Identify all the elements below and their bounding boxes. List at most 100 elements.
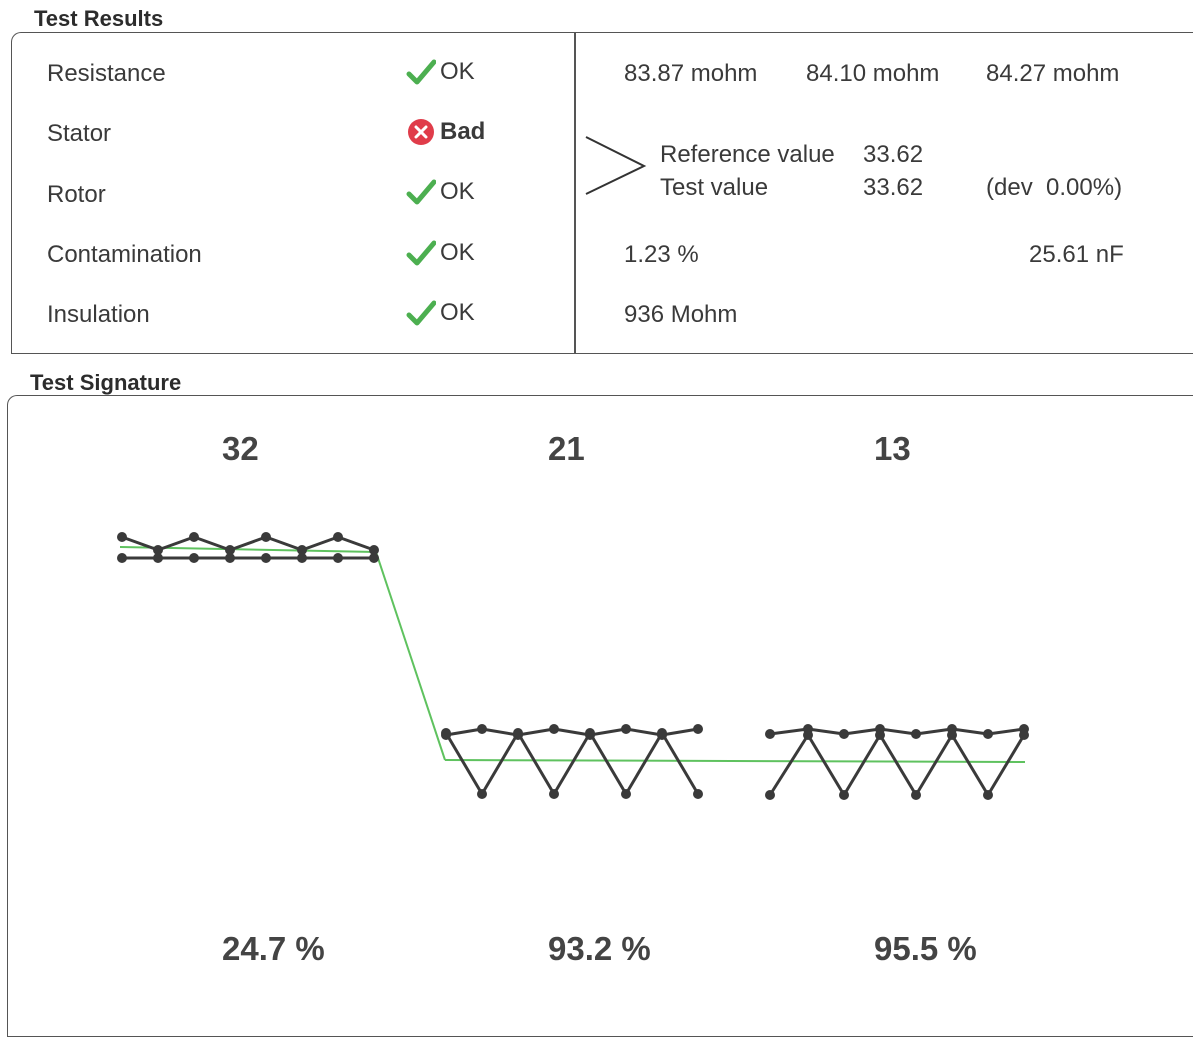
signature-trace-3-upper-point [983, 729, 993, 739]
signature-trace-2-lower-point [585, 728, 595, 738]
signature-trace-1-lower-point [189, 553, 199, 563]
reference-value: 33.62 [863, 141, 924, 168]
signature-trace-2-upper-point [693, 724, 703, 734]
contamination-percent: 1.23 % [624, 241, 699, 268]
signature-trace-1-upper-segment [265, 535, 303, 552]
row-name-resistance: Resistance [47, 60, 166, 87]
signature-trace-3-lower-segment [768, 734, 810, 796]
signature-trace-3-lower-point [947, 730, 957, 740]
signature-trace-2-upper-segment [445, 727, 483, 737]
signature-trace-3-lower-segment [986, 734, 1026, 796]
signature-trace-2-lower-point [693, 789, 703, 799]
resistance-value-3: 84.27 mohm [986, 60, 1120, 87]
signature-trace-2-lower-segment [480, 732, 520, 795]
signature-trace-1-lower-point [117, 553, 127, 563]
signature-trace-3-upper-segment [843, 727, 881, 736]
signature-trace-2-upper-point [549, 724, 559, 734]
signature-trace-chart [117, 532, 1029, 800]
status-insulation: OK [406, 299, 475, 327]
signature-trace-3-lower-point [839, 790, 849, 800]
reference-label: Reference value [660, 141, 835, 168]
signature-trace-1-lower-point [297, 553, 307, 563]
signature-trace-3-lower-segment [878, 734, 918, 796]
signature-trace-2-upper-segment [517, 727, 555, 737]
signature-trace-2-upper-point [621, 724, 631, 734]
reference-line [375, 551, 446, 761]
resistance-value-1: 83.87 mohm [624, 60, 758, 87]
signature-percent-2: 93.2 % [548, 930, 651, 967]
signature-trace-2-lower-point [549, 789, 559, 799]
test-value: 33.62 [863, 174, 924, 201]
signature-trace-1-lower-point [261, 553, 271, 563]
row-name-rotor: Rotor [47, 181, 106, 208]
row-name-stator: Stator [47, 120, 112, 147]
signature-trace-1-lower-point [369, 553, 379, 563]
status-resistance: OK [406, 58, 475, 86]
signature-trace-1-lower-point [333, 553, 343, 563]
test-results-title: Test Results [34, 6, 164, 31]
signature-trace-3-upper-point [765, 729, 775, 739]
signature-trace-3-upper-segment [879, 727, 917, 736]
signature-trace-3-upper-segment [951, 727, 989, 736]
signature-trace-2-lower-segment [660, 732, 700, 795]
signature-trace-1-upper-segment [193, 535, 231, 552]
error-x-icon [408, 119, 434, 145]
signature-trace-1-upper-point [117, 532, 127, 542]
deviation-value: (dev 0.00%) [986, 174, 1123, 201]
signature-trace-2-upper-segment [589, 727, 627, 737]
test-signature-title: Test Signature [30, 370, 182, 395]
signature-trace-1-upper-point [297, 545, 307, 555]
signature-trace-2-upper-segment [661, 727, 699, 737]
test-value-label: Test value [660, 174, 769, 201]
signature-trace-2-upper-segment [625, 727, 663, 737]
signature-trace-3-lower-segment [842, 734, 882, 796]
signature-trace-1-upper-segment [301, 535, 339, 552]
status-label: OK [440, 299, 475, 326]
signature-trace-3-upper-point [911, 729, 921, 739]
signature-trace-1-upper-segment [121, 535, 159, 552]
status-label: Bad [440, 118, 486, 145]
signature-trace-3-lower-segment [914, 734, 954, 796]
signature-trace-3-lower-point [765, 790, 775, 800]
signature-number-3: 13 [874, 430, 911, 467]
signature-trace-2-lower-point [513, 728, 523, 738]
status-label: OK [440, 178, 475, 205]
signature-trace-3-lower-point [983, 790, 993, 800]
signature-percent-3: 95.5 % [874, 930, 977, 967]
signature-trace-2-upper-point [477, 724, 487, 734]
signature-trace-3-lower-point [875, 730, 885, 740]
signature-trace-1-upper-segment [157, 535, 195, 552]
results-divider [574, 33, 576, 353]
signature-trace-1-upper-point [225, 545, 235, 555]
signature-trace-1-upper-point [369, 545, 379, 555]
signature-trace-3-upper-point [839, 729, 849, 739]
signature-trace-1-upper-point [153, 545, 163, 555]
signature-trace-1-upper-point [333, 532, 343, 542]
contamination-capacitance: 25.61 nF [1029, 241, 1124, 268]
signature-number-1: 32 [222, 430, 259, 467]
bracket-arrow-icon [585, 136, 647, 195]
signature-trace-2-lower-segment [516, 732, 556, 795]
signature-trace-1-lower-point [225, 553, 235, 563]
resistance-value-2: 84.10 mohm [806, 60, 940, 87]
signature-trace-3-upper-segment [807, 727, 845, 736]
signature-number-2: 21 [548, 430, 585, 467]
signature-trace-3-lower-segment [806, 734, 846, 796]
test-results-panel [11, 32, 1193, 354]
status-rotor: OK [406, 178, 475, 206]
reference-line [444, 759, 1026, 763]
signature-trace-1-lower-point [153, 553, 163, 563]
signature-percent-1: 24.7 % [222, 930, 325, 967]
status-stator: Bad [406, 118, 485, 146]
signature-trace-2-lower-point [621, 789, 631, 799]
signature-trace-2-upper-segment [553, 727, 591, 737]
row-name-insulation: Insulation [47, 301, 150, 328]
signature-trace-2-lower-segment [624, 732, 664, 795]
signature-trace-3-lower-point [1019, 730, 1029, 740]
signature-trace-2-lower-point [477, 789, 487, 799]
signature-trace-3-upper-segment [987, 727, 1025, 736]
signature-trace-2-upper-segment [481, 727, 519, 737]
signature-trace-1-upper-segment [229, 535, 267, 552]
insulation-value: 936 Mohm [624, 301, 738, 328]
signature-trace-2-lower-segment [444, 732, 484, 795]
